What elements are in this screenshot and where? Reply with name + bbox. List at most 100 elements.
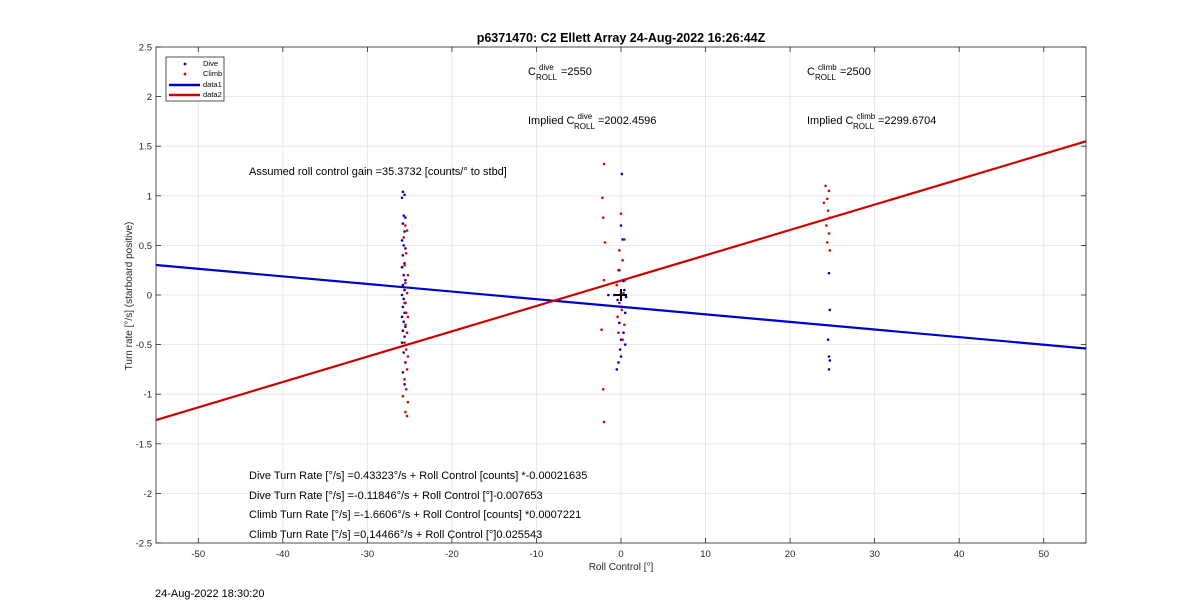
implied-climb-sup: climb (857, 112, 876, 121)
dive-data-point (618, 321, 621, 325)
climb-data-point (601, 216, 605, 219)
dive-data-point (401, 371, 405, 374)
c-roll-climb-prefix: C (807, 66, 815, 78)
legend: Dive Climb data1 data2 (165, 56, 225, 102)
y-tick-label: -0.5 (136, 340, 152, 351)
implied-dive-sub: ROLL (574, 122, 595, 131)
dive-data-point (622, 331, 625, 334)
dive-data-point (623, 311, 627, 315)
climb-data-point (402, 236, 406, 239)
implied-dive-value: =2002.4596 (598, 115, 656, 127)
y-tick-label: 2.5 (139, 43, 152, 54)
dive-data-point (617, 361, 620, 364)
climb-data-point (619, 212, 623, 215)
climb-data-point (825, 224, 828, 227)
implied-dive-sup: dive (578, 112, 593, 121)
implied-climb-value: =2299.6704 (878, 115, 936, 127)
c-roll-climb-sup: climb (818, 63, 837, 72)
x-tick-label: 50 (1038, 549, 1049, 560)
climb-data-point (621, 338, 624, 341)
climb-data-point (618, 301, 621, 305)
dive-data-point (828, 359, 832, 362)
climb-data-point (623, 323, 626, 327)
climb-data-point (620, 308, 624, 312)
dive-data-point (623, 288, 626, 292)
climb-data-point (403, 378, 406, 381)
x-tick-label: 40 (954, 549, 965, 560)
dive-data-point (400, 239, 404, 242)
dive-data-point (404, 278, 407, 282)
x-tick-label: -30 (360, 549, 374, 560)
dive-data-point (401, 329, 405, 333)
climb-data-point (405, 414, 409, 418)
climb-data-point (826, 209, 830, 212)
dive-data-point (828, 308, 832, 312)
climb-data-point (621, 258, 624, 262)
x-axis-ticks: -50 -40 -30 -20 -10 0 10 20 30 40 50 (191, 47, 1049, 560)
y-tick-label: 0.5 (139, 241, 152, 252)
dive-data-point (624, 295, 628, 299)
dive-data-point (619, 355, 623, 358)
legend-dive-swatch (183, 62, 187, 66)
y-tick-label: -1.5 (136, 439, 152, 450)
data2-fit-line (155, 140, 1087, 422)
c-roll-climb-sub: ROLL (815, 73, 836, 82)
climb-data-point (405, 331, 409, 334)
climb-data-point (405, 368, 409, 371)
y-tick-label: 0 (147, 291, 152, 302)
dive-data-point (400, 293, 404, 297)
c-roll-dive-sub: ROLL (536, 73, 557, 82)
climb-data-point (406, 400, 410, 404)
x-tick-label: -20 (445, 549, 459, 560)
climb-data-point (617, 331, 620, 334)
legend-dive-label: Dive (203, 59, 218, 68)
climb-data-point (404, 387, 408, 391)
origin-plus-marker (615, 289, 627, 301)
climb-data-point (602, 162, 606, 166)
dive-data-point (400, 196, 404, 200)
dive-data-point (401, 305, 405, 309)
climb-data-point (618, 249, 621, 252)
climb-data-point (404, 311, 408, 315)
climb-data-point (601, 387, 605, 391)
implied-c-roll-climb-label: Implied C climb ROLL =2299.6704 (807, 110, 936, 132)
dive-data-point (403, 261, 406, 265)
climb-data-point (828, 249, 832, 252)
legend-data1-label: data1 (203, 80, 222, 89)
climb-data-point (825, 241, 829, 244)
data-points (400, 162, 832, 424)
climb-data-point (404, 323, 407, 327)
c-roll-dive-value: =2550 (561, 66, 592, 78)
y-tick-label: 2 (147, 92, 152, 103)
dive-data-point (612, 293, 616, 297)
implied-dive-prefix: Implied C (528, 115, 575, 127)
climb-data-point (601, 196, 604, 200)
climb-data-point (622, 291, 625, 295)
dive-data-point (403, 193, 406, 197)
dive-data-point (827, 355, 831, 358)
x-tick-label: -10 (530, 549, 544, 560)
x-axis-label: Roll Control [°] (589, 562, 654, 573)
dive-data-point (402, 320, 406, 324)
legend-data2-label: data2 (203, 90, 222, 99)
climb-data-point (616, 315, 619, 319)
dive-data-point (403, 335, 406, 338)
dive-data-point (404, 325, 407, 329)
dive-data-point (403, 382, 406, 386)
dive-data-point (401, 283, 405, 287)
c-roll-dive-sup: dive (539, 63, 554, 72)
c-roll-dive-label: C dive ROLL =2550 (528, 61, 592, 83)
x-tick-label: 10 (700, 549, 711, 560)
c-roll-climb-value: =2500 (840, 66, 871, 78)
y-axis-label: Turn rate [°/s] (starboard positive) (124, 222, 135, 371)
climb-data-point (623, 278, 627, 282)
dive-data-point (620, 172, 624, 176)
c-roll-dive-prefix: C (528, 66, 536, 78)
climb-data-point (827, 189, 831, 193)
dive-data-point (623, 343, 627, 346)
dive-degrees-equation: Dive Turn Rate [°/s] =-0.11846°/s + Roll… (249, 490, 543, 502)
dive-data-point (402, 244, 406, 247)
dive-data-point (402, 214, 406, 217)
implied-c-roll-dive-label: Implied C dive ROLL =2002.4596 (528, 110, 656, 132)
dive-data-point (404, 216, 407, 219)
